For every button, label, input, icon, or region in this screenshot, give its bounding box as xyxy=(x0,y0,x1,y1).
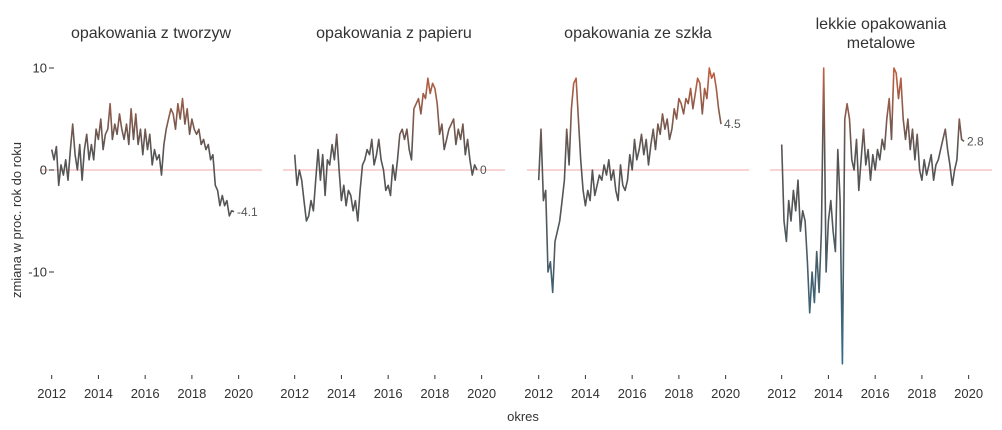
x-tick-label: 2018 xyxy=(907,386,936,401)
series-line xyxy=(293,77,478,222)
x-tick-label: 2012 xyxy=(37,386,66,401)
x-tick-label: 2016 xyxy=(861,386,890,401)
x-tick-label: 2014 xyxy=(327,386,356,401)
facet-title: lekkie opakowania metalowe xyxy=(816,16,947,52)
facet-0: opakowania z tworzyw -4.1 2012 2014 2016 2018… xyxy=(37,25,262,401)
facet-title: opakowania z papieru xyxy=(316,25,472,42)
x-axis-title: okres xyxy=(507,409,539,424)
x-tick-label: 2014 xyxy=(84,386,113,401)
y-tick-label: -10 xyxy=(28,265,47,280)
series-line xyxy=(50,97,235,217)
x-tick-label: 2018 xyxy=(664,386,693,401)
y-tick-label: 0 xyxy=(40,163,47,178)
x-tick-label: 2018 xyxy=(420,386,449,401)
facet-2: opakowania ze szkła 4.5 2012 2014 2016 2018 20… xyxy=(524,25,749,401)
end-value-label: 2.8 xyxy=(967,134,984,148)
x-tick-label: 2020 xyxy=(711,386,740,401)
y-axis-title: zmiana w proc. rok do roku xyxy=(9,142,24,298)
x-tick-label: 2012 xyxy=(767,386,796,401)
facet-title: opakowania z tworzyw xyxy=(71,25,232,42)
x-tick-label: 2020 xyxy=(224,386,253,401)
end-value-label: -4.1 xyxy=(237,205,258,219)
series-line xyxy=(780,67,965,365)
x-tick-label: 2020 xyxy=(467,386,496,401)
x-tick-label: 2012 xyxy=(524,386,553,401)
x-tick-label: 2020 xyxy=(954,386,983,401)
end-value-label: 4.5 xyxy=(724,117,741,131)
x-tick-label: 2016 xyxy=(618,386,647,401)
series-line xyxy=(537,67,722,294)
x-tick-label: 2016 xyxy=(131,386,160,401)
facet-3: lekkie opakowania metalowe 2.8 2012 2014 2016… xyxy=(767,16,992,401)
x-tick-label: 2014 xyxy=(814,386,843,401)
x-tick-label: 2012 xyxy=(280,386,309,401)
x-tick-label: 2018 xyxy=(177,386,206,401)
facet-title: opakowania ze szkła xyxy=(564,25,712,42)
end-value-label: 0 xyxy=(480,163,487,177)
facet-1: opakowania z papieru 0 2012 2014 2016 2018 202… xyxy=(280,25,505,401)
x-tick-label: 2016 xyxy=(374,386,403,401)
y-axis: 10 0 -10 xyxy=(28,61,54,280)
facets-group: opakowania z tworzyw -4.1 2012 2014 2016 2018… xyxy=(37,16,992,401)
x-tick-label: 2014 xyxy=(571,386,600,401)
y-tick-label: 10 xyxy=(33,61,47,76)
